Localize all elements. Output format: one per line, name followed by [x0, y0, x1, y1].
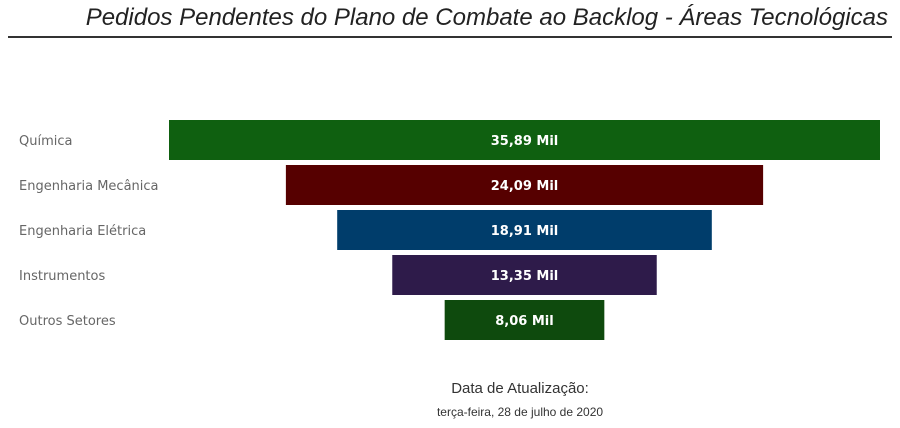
- update-label: Data de Atualização:: [0, 380, 900, 397]
- data-label: 35,89 Mil: [491, 134, 559, 149]
- data-label: 13,35 Mil: [491, 269, 559, 284]
- data-label: 18,91 Mil: [491, 224, 559, 239]
- update-date: terça-feira, 28 de julho de 2020: [0, 405, 900, 419]
- data-label: 24,09 Mil: [491, 179, 559, 194]
- funnel-chart: 35,89 Mil Química 24,09 Mil Engenharia Mecâ…: [0, 0, 900, 360]
- category-label: Outros Setores: [19, 314, 116, 329]
- category-label: Química: [19, 134, 72, 149]
- category-label: Engenharia Mecânica: [19, 179, 159, 194]
- category-label: Engenharia Elétrica: [19, 224, 146, 239]
- category-label: Instrumentos: [19, 269, 105, 284]
- data-label: 8,06 Mil: [495, 314, 553, 329]
